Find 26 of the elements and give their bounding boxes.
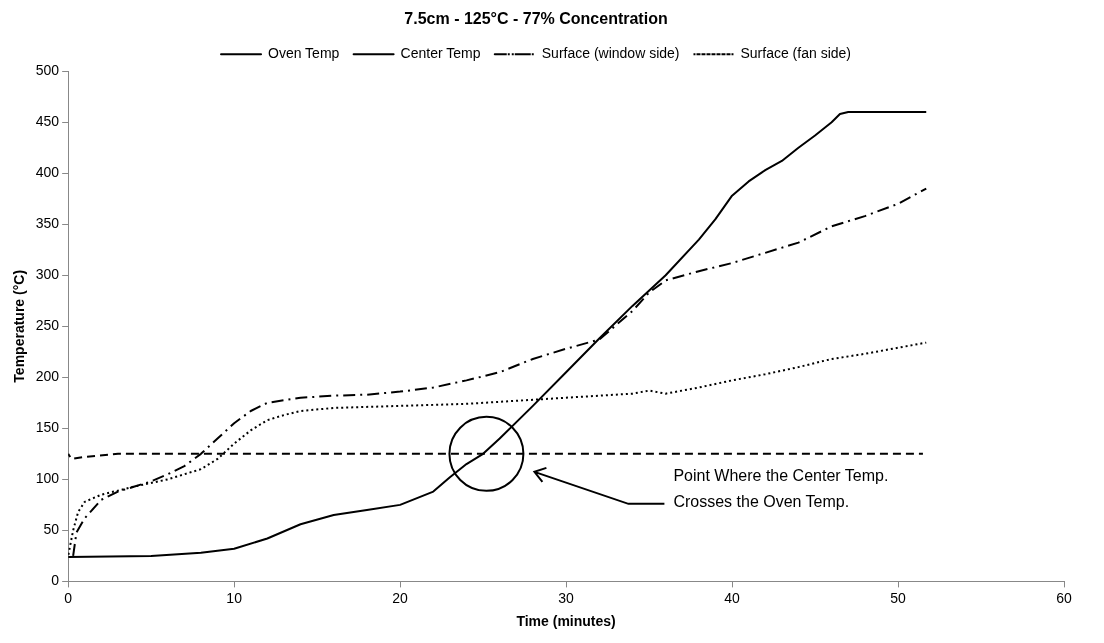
y-tick-label: 0 — [51, 572, 60, 589]
legend-label: Surface (window side) — [541, 45, 680, 62]
y-tick-label: 100 — [35, 470, 60, 487]
x-tick-label: 60 — [1056, 589, 1072, 606]
y-tick-label: 500 — [35, 62, 60, 79]
x-tick-label: 30 — [558, 589, 575, 606]
y-tick-label: 400 — [35, 164, 60, 181]
x-tick-label: 0 — [64, 589, 73, 606]
y-tick-label: 300 — [35, 266, 60, 283]
annotation: Point Where the Center Temp. Crosses the Oven Temp. — [673, 467, 889, 511]
x-tick-label: 20 — [392, 589, 409, 606]
y-tick-label: 350 — [35, 215, 60, 232]
y-axis-title: Temperature (°C) — [11, 269, 28, 383]
y-tick-label: 250 — [35, 317, 60, 334]
y-tick-label: 50 — [43, 521, 60, 538]
x-tick-label: 40 — [724, 589, 741, 606]
legend-label: Center Temp — [400, 45, 481, 62]
x-axis-title: Time (minutes) — [516, 613, 616, 630]
y-tick-label: 450 — [35, 113, 60, 130]
legend-label: Oven Temp — [268, 45, 340, 62]
x-tick-label: 50 — [890, 589, 907, 606]
y-tick-label: 150 — [35, 419, 60, 436]
y-tick-label: 200 — [35, 368, 60, 385]
chart-title: 7.5cm - 125°C - 77% Concentration — [404, 10, 668, 28]
x-tick-label: 10 — [226, 589, 243, 606]
legend-label: Surface (fan side) — [740, 45, 851, 62]
